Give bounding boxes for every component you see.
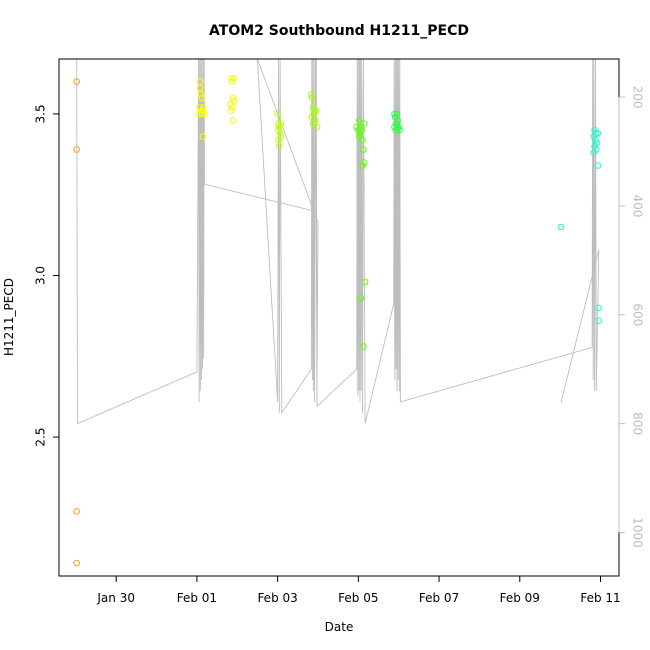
y2-tick-label: 400 — [631, 194, 645, 217]
x-tick-label: Jan 30 — [96, 591, 135, 605]
data-point — [391, 110, 398, 118]
data-point — [360, 120, 368, 127]
data-points-layer — [73, 75, 603, 567]
data-point — [275, 120, 282, 127]
data-point — [360, 343, 367, 350]
data-point — [276, 123, 283, 131]
data-point — [309, 120, 317, 127]
data-point — [308, 94, 316, 102]
data-point — [198, 94, 206, 102]
data-point — [359, 136, 366, 144]
data-point — [308, 91, 315, 98]
x-axis: Jan 30 Feb 01 Feb 03 Feb 05 Feb 07 Feb 09 Feb … — [96, 575, 621, 605]
x-tick-label: Feb 01 — [177, 591, 217, 605]
data-point — [197, 78, 204, 85]
data-point — [355, 133, 363, 140]
data-point — [359, 162, 366, 169]
data-point — [592, 136, 599, 144]
data-point — [73, 78, 80, 85]
data-point — [275, 126, 282, 134]
data-point — [276, 130, 284, 137]
data-point — [594, 162, 602, 169]
x-tick-label: Feb 03 — [257, 591, 297, 605]
data-point — [360, 159, 368, 166]
data-point — [360, 146, 367, 153]
y-axis-right: 200 400 600 800 1000 — [618, 86, 645, 548]
data-point — [274, 110, 281, 118]
data-point — [275, 136, 282, 144]
data-point — [73, 559, 80, 567]
y2-tick-label: 200 — [631, 86, 645, 109]
data-point — [73, 508, 80, 515]
data-point — [200, 104, 207, 111]
data-point — [197, 84, 204, 92]
data-point — [394, 117, 402, 124]
data-point — [356, 130, 364, 137]
data-point — [357, 294, 365, 302]
data-point — [277, 120, 285, 127]
x-axis-label: Date — [325, 620, 354, 634]
data-point — [594, 130, 602, 137]
y-axis-left: 2.5 3.0 3.5 — [34, 104, 60, 447]
y2-tick-label: 600 — [631, 303, 645, 326]
y-tick-label: 2.5 — [34, 428, 48, 447]
plot-area-box — [58, 58, 620, 577]
y-tick-label: 3.0 — [34, 266, 48, 285]
data-point — [198, 110, 206, 118]
data-point — [355, 126, 362, 134]
data-point — [595, 304, 603, 312]
data-point — [590, 149, 598, 156]
data-point — [358, 126, 366, 134]
data-point — [73, 146, 80, 153]
data-point — [229, 117, 237, 124]
data-point — [393, 110, 401, 118]
chart-title: ATOM2 Southbound H1211_PECD — [209, 23, 469, 39]
data-point — [201, 110, 208, 118]
data-point — [228, 75, 235, 82]
data-point — [228, 78, 236, 85]
data-point — [313, 123, 321, 131]
altitude-line — [76, 58, 600, 425]
data-point — [355, 117, 363, 124]
data-point — [353, 123, 361, 131]
data-point — [228, 107, 235, 114]
y-tick-label: 3.5 — [34, 104, 48, 123]
data-point — [229, 94, 237, 102]
data-point — [310, 110, 318, 118]
data-point — [396, 126, 403, 134]
x-tick-label: Feb 09 — [500, 591, 540, 605]
data-point — [391, 123, 398, 131]
data-point — [590, 133, 598, 140]
data-point — [227, 100, 234, 108]
y2-tick-label: 800 — [631, 412, 645, 435]
data-point — [591, 142, 598, 150]
data-point — [595, 317, 603, 325]
data-point — [197, 91, 205, 98]
data-point — [199, 133, 207, 140]
x-tick-label: Feb 11 — [580, 591, 620, 605]
data-point — [392, 126, 400, 134]
y-axis-label: H1211_PECD — [2, 278, 16, 356]
data-point — [557, 223, 565, 231]
x-tick-label: Feb 05 — [338, 591, 378, 605]
data-point — [228, 104, 236, 111]
data-point — [361, 278, 369, 286]
data-point — [276, 142, 283, 150]
data-point — [230, 75, 238, 82]
altitude-line-layer — [76, 58, 600, 425]
y2-tick-label: 1000 — [631, 517, 645, 548]
x-tick-label: Feb 07 — [419, 591, 459, 605]
